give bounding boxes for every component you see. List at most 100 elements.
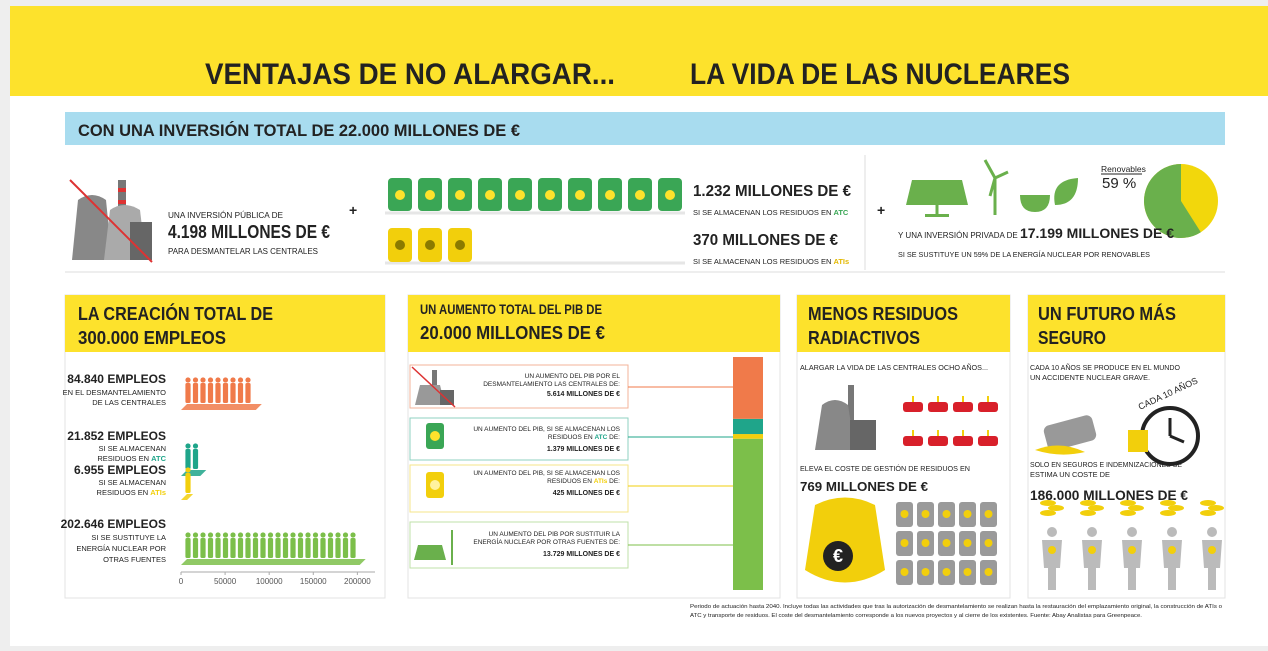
plus: +: [349, 202, 357, 218]
person-body: [252, 538, 259, 558]
safety-icons: [1035, 406, 1200, 466]
barrel-symbol: [963, 568, 972, 576]
person-body: [1122, 540, 1142, 590]
person-head: [230, 532, 236, 538]
person-body: [290, 538, 296, 558]
person-body: [342, 538, 349, 558]
footnote: Periodo de actuación hasta 2040. Incluye…: [690, 604, 1222, 610]
barrel-symbol: [395, 240, 405, 250]
x-tick-label: 50000: [214, 577, 237, 586]
label: SI SE ALMACENAN LOS RESIDUOS EN ATIs: [693, 257, 849, 266]
pie-label: Renovables: [1101, 164, 1146, 174]
barrel-symbol: [942, 539, 951, 547]
badge: [1208, 546, 1216, 554]
coin: [1120, 510, 1136, 516]
barrel-symbol: [963, 539, 972, 547]
person-body: [237, 538, 244, 558]
label: SI SE ALMACENAN LOS RESIDUOS EN ATC: [693, 208, 849, 217]
coin: [1200, 500, 1216, 506]
text-part: 17.199 MILLONES DE €: [1020, 225, 1174, 241]
person-head: [192, 443, 199, 449]
panel-title: UN FUTURO MÁS: [1038, 303, 1176, 324]
banner: [65, 112, 1225, 145]
person-body: [245, 383, 251, 403]
person-head: [207, 377, 214, 383]
gdp-segment: [733, 434, 763, 439]
coin: [1200, 510, 1216, 516]
svg-text:€: €: [833, 546, 843, 566]
text-part: ATIs: [150, 488, 166, 497]
person-body: [1042, 540, 1062, 590]
label: OTRAS FUENTES: [103, 555, 166, 564]
amount: 84.840 EMPLEOS: [67, 372, 166, 386]
person-body: [312, 538, 319, 558]
coin: [1168, 505, 1184, 511]
x-tick-label: 0: [179, 577, 184, 586]
panel-header: [65, 295, 385, 352]
text-part: RESIDUOS EN: [547, 478, 594, 485]
barrel-symbol: [485, 190, 495, 200]
person-body: [192, 383, 199, 403]
person-body: [207, 538, 214, 558]
badge: [1048, 546, 1056, 554]
person-head: [320, 532, 326, 538]
label: SOLO EN SEGUROS E INDEMNIZACIONES SE: [1030, 462, 1182, 469]
person-head: [342, 532, 349, 538]
text-part: ATC: [151, 454, 166, 463]
barrel-symbol: [900, 510, 909, 518]
label: RESIDUOS EN ATIs DE:: [547, 478, 620, 485]
person-head: [192, 532, 199, 538]
banner-text: CON UNA INVERSIÓN TOTAL DE 22.000 MILLON…: [78, 121, 521, 140]
panel-header: [408, 295, 780, 352]
label: PARA DESMANTELAR LAS CENTRALES: [168, 247, 318, 256]
label: UN AUMENTO DEL PIB, SI SE ALMACENAN LOS: [473, 426, 620, 433]
person-body: [192, 538, 199, 558]
panel-title: LA CREACIÓN TOTAL DE: [78, 303, 273, 324]
person-body: [305, 538, 311, 558]
label: SI SE ALMACENAN: [98, 478, 166, 487]
person-body: [1202, 540, 1222, 590]
amount: 202.646 EMPLEOS: [61, 517, 166, 531]
person-body: [335, 538, 341, 558]
person-body: [230, 538, 236, 558]
cake: [928, 402, 948, 412]
person-head: [327, 532, 334, 538]
label: SI SE SUSTITUYE UN 59% DE LA ENERGÍA NUC…: [898, 250, 1150, 259]
person-head: [200, 532, 206, 538]
cake: [903, 402, 923, 412]
barrel-symbol: [425, 240, 435, 250]
panel-header: [1028, 295, 1225, 352]
x-tick-label: 100000: [256, 577, 283, 586]
pie-value-label: 59 %: [1102, 175, 1136, 192]
person-head: [222, 377, 229, 383]
badge: [1088, 546, 1096, 554]
person-head: [1087, 527, 1097, 537]
person-head: [245, 377, 251, 383]
waste-icons: €: [805, 385, 885, 583]
text-part: ATC: [833, 208, 848, 217]
person-head: [290, 532, 296, 538]
person-head: [267, 532, 274, 538]
badge: [1128, 546, 1136, 554]
person-head: [335, 532, 341, 538]
coin: [1128, 505, 1144, 511]
barrel-symbol: [921, 568, 930, 576]
label: UN AUMENTO DEL PIB POR SUSTITUIR LA: [489, 531, 621, 538]
person-body: [320, 538, 326, 558]
person-head: [1167, 527, 1177, 537]
barrel-symbol: [921, 510, 930, 518]
coin: [1120, 500, 1136, 506]
cake: [928, 436, 948, 446]
person-head: [252, 532, 259, 538]
panel-header: [797, 295, 1010, 352]
cake: [978, 436, 998, 446]
barrel-symbol: [455, 190, 465, 200]
x-tick-label: 200000: [344, 577, 371, 586]
person-body: [327, 538, 334, 558]
x-tick-label: 150000: [300, 577, 327, 586]
cake: [978, 402, 998, 412]
amount: 425 MILLONES DE €: [553, 490, 620, 497]
person-body: [260, 538, 266, 558]
person-head: [305, 532, 311, 538]
